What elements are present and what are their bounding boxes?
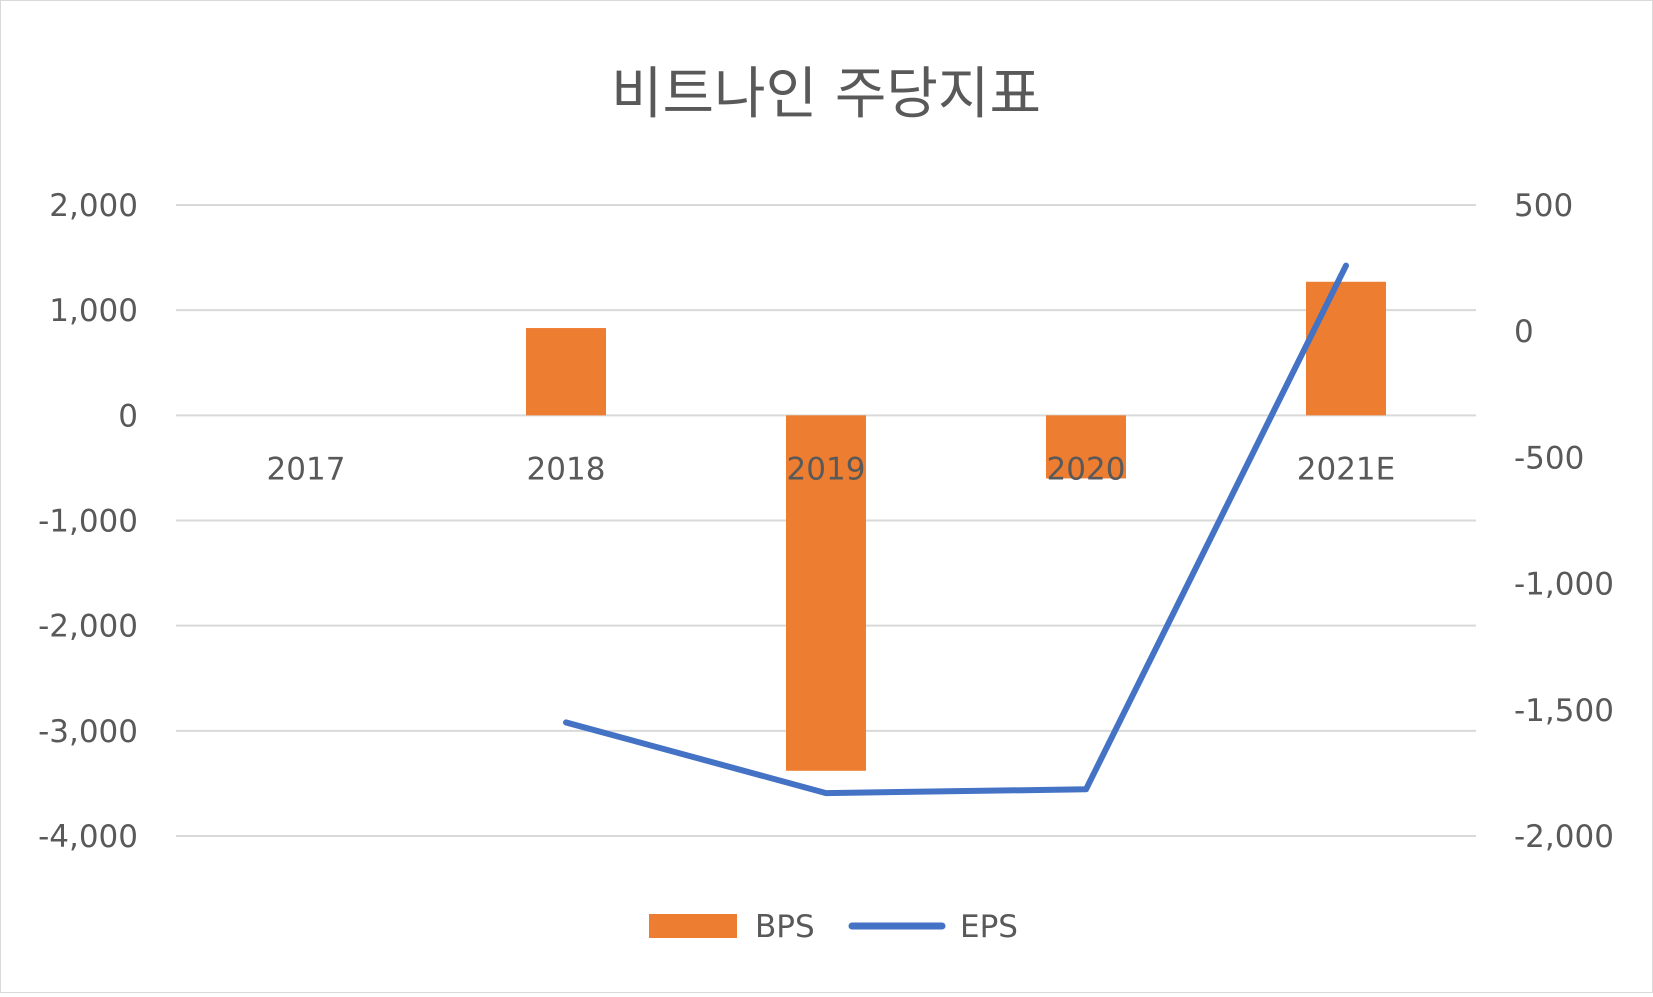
right-axis-tick-label: 0 xyxy=(1514,314,1534,350)
category-label: 2020 xyxy=(1047,451,1126,487)
left-axis-labels: 2,000 1,000 0 -1,000 -2,000 -3,000 -4,000 xyxy=(38,188,138,855)
left-axis-tick-label: -3,000 xyxy=(38,714,138,750)
left-axis-tick-label: 2,000 xyxy=(49,188,138,224)
left-axis-tick-label: -4,000 xyxy=(38,819,138,855)
left-axis-tick-label: -1,000 xyxy=(38,504,138,540)
bps-bar xyxy=(526,328,606,416)
category-label: 2018 xyxy=(527,451,606,487)
right-axis-tick-label: -500 xyxy=(1514,440,1584,476)
chart-title: 비트나인 주당지표 xyxy=(611,62,1041,127)
left-axis-tick-label: 1,000 xyxy=(49,293,138,329)
category-label: 2021E xyxy=(1297,451,1395,487)
bps-bar xyxy=(1046,415,1126,479)
legend: BPS EPS xyxy=(649,909,1018,945)
left-axis-tick-label: -2,000 xyxy=(38,609,138,645)
category-label: 2019 xyxy=(787,451,866,487)
legend-eps-label: EPS xyxy=(960,909,1018,945)
right-axis-labels: 500 0 -500 -1,000 -1,500 -2,000 xyxy=(1514,188,1614,855)
right-axis-tick-label: -1,500 xyxy=(1514,693,1614,729)
bps-bars xyxy=(526,281,1386,771)
eps-line xyxy=(563,262,1349,797)
right-axis-tick-label: 500 xyxy=(1514,188,1573,224)
category-labels: 2017 2018 2019 2020 2021E xyxy=(267,451,1396,487)
right-axis-tick-label: -1,000 xyxy=(1514,567,1614,603)
eps-line-group xyxy=(563,262,1349,797)
bps-bar xyxy=(786,415,866,771)
bps-bar xyxy=(1306,281,1386,416)
left-axis-tick-label: 0 xyxy=(118,398,138,434)
category-label: 2017 xyxy=(267,451,346,487)
legend-bps-label: BPS xyxy=(755,909,815,945)
legend-bps-swatch xyxy=(649,914,737,938)
right-axis-tick-label: -2,000 xyxy=(1514,819,1614,855)
